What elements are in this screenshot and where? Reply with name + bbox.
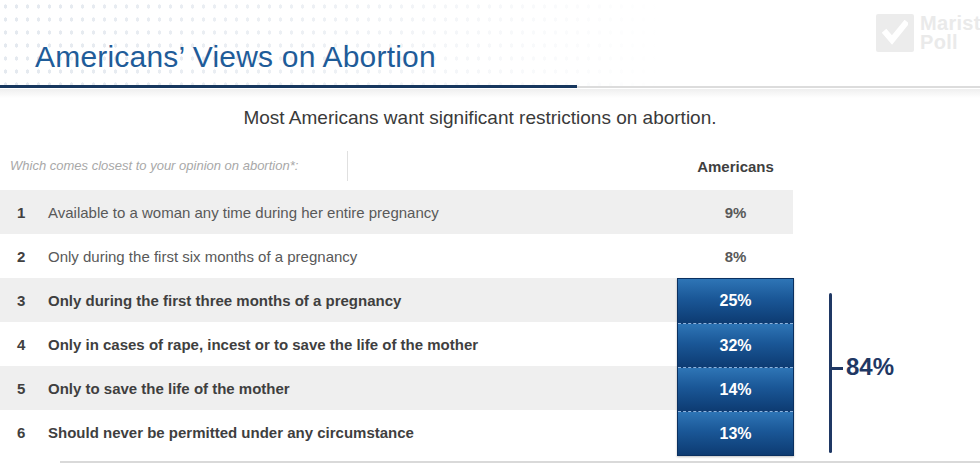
- row-number: 5: [17, 380, 37, 397]
- table-row: 2 Only during the first six months of a …: [0, 234, 793, 278]
- row-value: 9%: [677, 204, 794, 221]
- table-row: 4 Only in cases of rape, incest or to sa…: [0, 322, 793, 366]
- bar-segment: 32%: [678, 323, 793, 367]
- row-number: 2: [17, 248, 37, 265]
- bar-segment: 25%: [678, 279, 793, 323]
- subtitle: Most Americans want significant restrict…: [0, 107, 960, 129]
- bar-segment: 13%: [678, 411, 793, 455]
- bar-segment: 14%: [678, 367, 793, 411]
- bracket-tick: [829, 367, 843, 370]
- bottom-divider: [60, 461, 980, 463]
- table-row: 3 Only during the first three months of …: [0, 278, 793, 322]
- marist-check-icon: [876, 14, 914, 52]
- table-row: 1 Available to a woman any time during h…: [0, 190, 793, 234]
- marist-logo-line2: Poll: [920, 33, 980, 52]
- question-label: Which comes closest to your opinion on a…: [10, 158, 298, 173]
- highlighted-bar-stack: 25% 32% 14% 13%: [677, 278, 794, 456]
- row-value: 8%: [677, 248, 794, 265]
- marist-logo-text: Marist Poll: [920, 14, 980, 52]
- poll-slide: Marist Poll Americans’ Views on Abortion…: [0, 0, 980, 465]
- table-row: 6 Should never be permitted under any ci…: [0, 410, 793, 454]
- bracket-total-label: 84%: [846, 353, 894, 381]
- row-number: 4: [17, 336, 37, 353]
- table-row: 5 Only to save the life of the mother: [0, 366, 793, 410]
- row-number: 1: [17, 204, 37, 221]
- title-rule-shade: [0, 89, 980, 98]
- bracket-line: [829, 293, 832, 453]
- row-number: 6: [17, 424, 37, 441]
- column-header-americans: Americans: [677, 158, 794, 175]
- title-rule-navy: [0, 85, 577, 88]
- page-title: Americans’ Views on Abortion: [35, 40, 436, 74]
- responses-table: 1 Available to a woman any time during h…: [0, 190, 793, 454]
- marist-poll-logo: Marist Poll: [876, 14, 980, 52]
- row-number: 3: [17, 292, 37, 309]
- question-divider: [347, 151, 348, 181]
